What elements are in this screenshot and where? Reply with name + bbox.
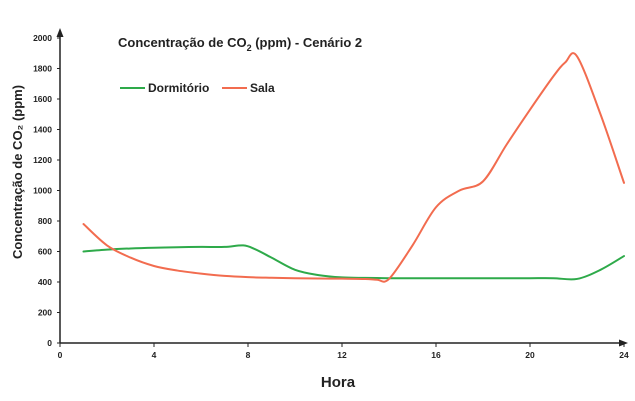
y-tick-label: 1800 [33,64,52,74]
y-tick-label: 2000 [33,33,52,43]
x-tick-label: 12 [337,350,347,360]
x-tick-label: 8 [246,350,251,360]
chart-title-suffix: (ppm) - Cenário 2 [252,35,363,50]
x-tick-label: 16 [431,350,441,360]
series-line-dormitorio [82,244,625,281]
y-tick-label: 400 [38,277,52,287]
y-tick-label: 800 [38,216,52,226]
chart-title: Concentração de CO2 (ppm) - Cenário 2 [118,35,362,53]
x-tick-label: 20 [525,350,535,360]
y-tick-label: 1000 [33,186,52,196]
chart-title-prefix: Concentração de CO [118,35,247,50]
x-axis-title: Hora [321,374,356,391]
x-axis: 0 4 8 12 16 20 24 [58,339,629,360]
legend-label-sala: Sala [250,81,275,95]
x-tick-label: 24 [619,350,629,360]
series-line-sala [82,52,625,283]
svg-text:Concentração de CO2 (ppm) - Ce: Concentração de CO2 (ppm) - Cenário 2 [118,35,362,53]
y-tick-label: 200 [38,308,52,318]
chart-title-subscript: 2 [247,43,252,53]
legend-label-dormitorio: Dormitório [148,81,209,95]
series-layer [82,52,625,283]
y-axis: 0 200 400 600 800 1000 1200 1400 1600 1800 2000 [33,28,64,348]
y-tick-label: 600 [38,247,52,257]
y-axis-title: Concentração de CO₂ (ppm) [10,85,25,259]
y-tick-label: 1400 [33,125,52,135]
legend: Dormitório Sala [120,81,275,95]
y-tick-label: 0 [47,338,52,348]
x-tick-label: 4 [152,350,157,360]
y-axis-arrow [56,28,64,37]
x-tick-label: 0 [58,350,63,360]
y-tick-label: 1200 [33,155,52,165]
y-tick-label: 1600 [33,94,52,104]
